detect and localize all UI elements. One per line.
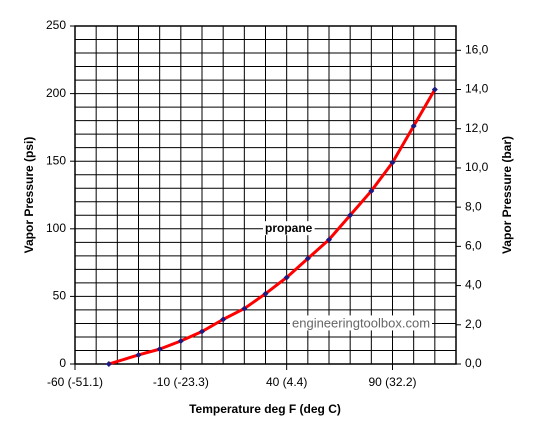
data-point — [135, 351, 142, 358]
data-point — [283, 274, 290, 281]
y-tick-label: 150 — [46, 153, 66, 167]
x-tick-label: 40 (4.4) — [266, 375, 307, 389]
label-bg — [263, 221, 315, 236]
label-bg — [290, 315, 433, 331]
y-tick-label: 100 — [46, 221, 66, 235]
data-point — [156, 346, 163, 353]
y2-tick-label: 0,0 — [465, 356, 482, 370]
data-point — [389, 159, 396, 166]
y2-axis-label: Vapor Pressure (bar) — [500, 136, 514, 254]
y-tick-label: 0 — [59, 356, 66, 370]
data-point — [262, 290, 269, 297]
data-point — [347, 212, 354, 219]
y-tick-label: 50 — [53, 289, 67, 303]
y-axis-label: Vapor Pressure (psi) — [22, 137, 36, 254]
data-point — [199, 328, 205, 335]
data-point — [431, 86, 438, 93]
data-line — [108, 88, 437, 366]
y2-tick-label: 8,0 — [465, 199, 482, 213]
y2-tick-label: 2,0 — [465, 317, 482, 331]
y2-tick-label: 16,0 — [465, 42, 489, 56]
x-tick-label: 90 (32.2) — [368, 375, 416, 389]
watermark: engineeringtoolbox.com — [292, 315, 430, 330]
data-point — [304, 255, 311, 262]
x-axis-label: Temperature deg F (deg C) — [189, 402, 341, 416]
data-point — [410, 123, 417, 130]
y2-tick-label: 6,0 — [465, 239, 482, 253]
y2-tick-label: 12,0 — [465, 121, 489, 135]
y2-tick-label: 4,0 — [465, 278, 482, 292]
y2-tick-label: 14,0 — [465, 82, 489, 96]
plot-frame — [74, 25, 457, 365]
data-point — [220, 316, 227, 323]
y2-tick-label: 10,0 — [465, 160, 489, 174]
x-tick-label: -60 (-51.1) — [47, 375, 103, 389]
data-point — [368, 187, 375, 194]
data-point — [326, 236, 332, 243]
y-tick-label: 200 — [46, 86, 66, 100]
x-tick-label: -10 (-23.3) — [153, 375, 209, 389]
y-tick-label: 250 — [46, 18, 66, 32]
data-point — [105, 361, 112, 367]
annotation: propane — [265, 221, 313, 235]
data-point — [177, 338, 184, 345]
data-point — [241, 305, 248, 312]
